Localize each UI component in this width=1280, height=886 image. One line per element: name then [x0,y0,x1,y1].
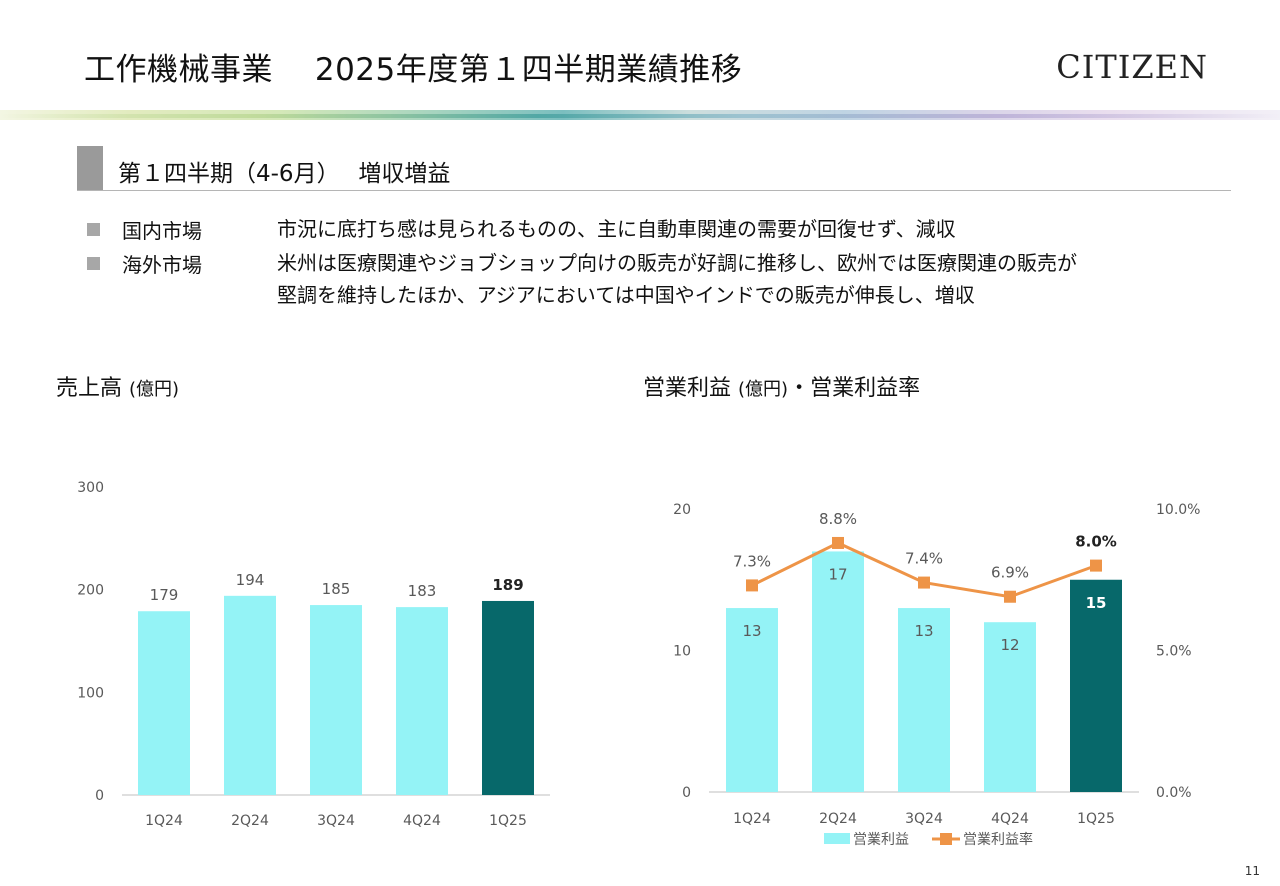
legend-swatch-margin-marker [940,833,952,845]
section-divider [77,190,1231,191]
sales-x-tick-label: 4Q24 [403,813,441,829]
section-marker [77,146,103,191]
margin-value-label: 8.8% [819,510,857,528]
profit-bar [726,608,778,792]
profit-title-rest: ・営業利益率 [788,376,921,401]
margin-y2-tick-label: 5.0% [1156,644,1192,660]
legend-label-margin: 営業利益率 [963,831,1033,848]
profit-y-tick-label: 0 [682,785,691,801]
sales-y-tick-label: 0 [95,788,104,804]
point-text-domestic: 市況に底打ち感は見られるものの、主に自動車関連の需要が回復せず、減収 [277,213,956,245]
sales-y-tick-label: 200 [77,583,104,599]
profit-x-tick-label: 1Q24 [733,811,771,827]
sales-y-tick-label: 100 [77,685,104,701]
page-number: 11 [1244,864,1260,878]
point-line: 市況に底打ち感は見られるものの、主に自動車関連の需要が回復せず、減収 [277,217,956,241]
margin-value-label: 7.3% [733,552,771,570]
sales-bar [482,600,534,795]
margin-y2-tick-label: 0.0% [1156,785,1192,801]
profit-value-label: 13 [742,622,761,640]
sales-value-label: 189 [492,576,523,594]
sales-y-tick-label: 300 [77,480,104,496]
sales-title-unit: (億円) [129,379,180,400]
profit-x-tick-label: 2Q24 [819,811,857,827]
point-line: 堅調を維持したほか、アジアにおいては中国やインドでの販売が伸長し、増収 [277,283,975,307]
sales-bar [138,611,190,795]
profit-title-main: 営業利益 [643,376,732,401]
sales-x-tick-label: 2Q24 [231,813,269,829]
margin-marker [1090,559,1102,572]
sales-bar [224,595,276,795]
margin-marker [1004,590,1016,603]
sales-x-tick-label: 3Q24 [317,813,355,829]
sales-x-tick-label: 1Q24 [145,813,183,829]
profit-value-label: 15 [1086,594,1107,612]
margin-marker [746,579,758,592]
page-title: 工作機械事業 2025年度第１四半期業績推移 [84,52,743,88]
sales-value-label: 194 [236,571,265,589]
sales-value-label: 185 [322,580,351,598]
point-label-overseas: 海外市場 [122,253,202,277]
decorative-band-accent [0,114,1280,118]
citizen-logo: CITIZEN [1056,48,1208,86]
legend-label-profit: 営業利益 [853,832,909,848]
sales-value-label: 179 [150,586,179,604]
margin-marker [832,536,844,549]
profit-x-tick-label: 4Q24 [991,811,1029,827]
margin-value-label: 6.9% [991,564,1029,582]
sales-bar [310,605,362,795]
profit-bar [984,622,1036,792]
profit-y-tick-label: 10 [673,644,691,660]
margin-value-label: 7.4% [905,550,943,568]
profit-value-label: 13 [914,622,933,640]
bullet-square [87,223,100,236]
sales-x-tick-label: 1Q25 [489,813,527,829]
sales-chart-title: 売上高 (億円) [56,370,179,402]
sales-title-main: 売上高 [56,376,123,401]
point-line: 米州は医療関連やジョブショップ向けの販売が好調に推移し、欧州では医療関連の販売が [277,251,1077,275]
point-label-domestic: 国内市場 [122,219,202,243]
profit-bar [1070,579,1122,792]
margin-marker [918,576,930,589]
profit-x-tick-label: 1Q25 [1077,811,1115,827]
legend-swatch-profit [824,833,850,844]
profit-chart-title: 営業利益 (億円)・営業利益率 [643,370,920,402]
profit-value-label: 17 [828,565,847,583]
profit-x-tick-label: 3Q24 [905,811,943,827]
section-heading: 第１四半期（4-6月） 増収増益 [118,161,451,187]
sales-bar [396,607,448,795]
profit-value-label: 12 [1000,636,1019,654]
profit-bar [812,551,864,792]
profit-y-tick-label: 20 [673,502,691,518]
margin-value-label: 8.0% [1075,533,1117,551]
margin-y2-tick-label: 10.0% [1156,502,1200,518]
bullet-square [87,257,100,270]
profit-bar [898,608,950,792]
profit-title-unit: (億円) [738,379,789,400]
point-text-overseas: 米州は医療関連やジョブショップ向けの販売が好調に推移し、欧州では医療関連の販売が… [277,247,1077,311]
sales-value-label: 183 [408,582,437,600]
